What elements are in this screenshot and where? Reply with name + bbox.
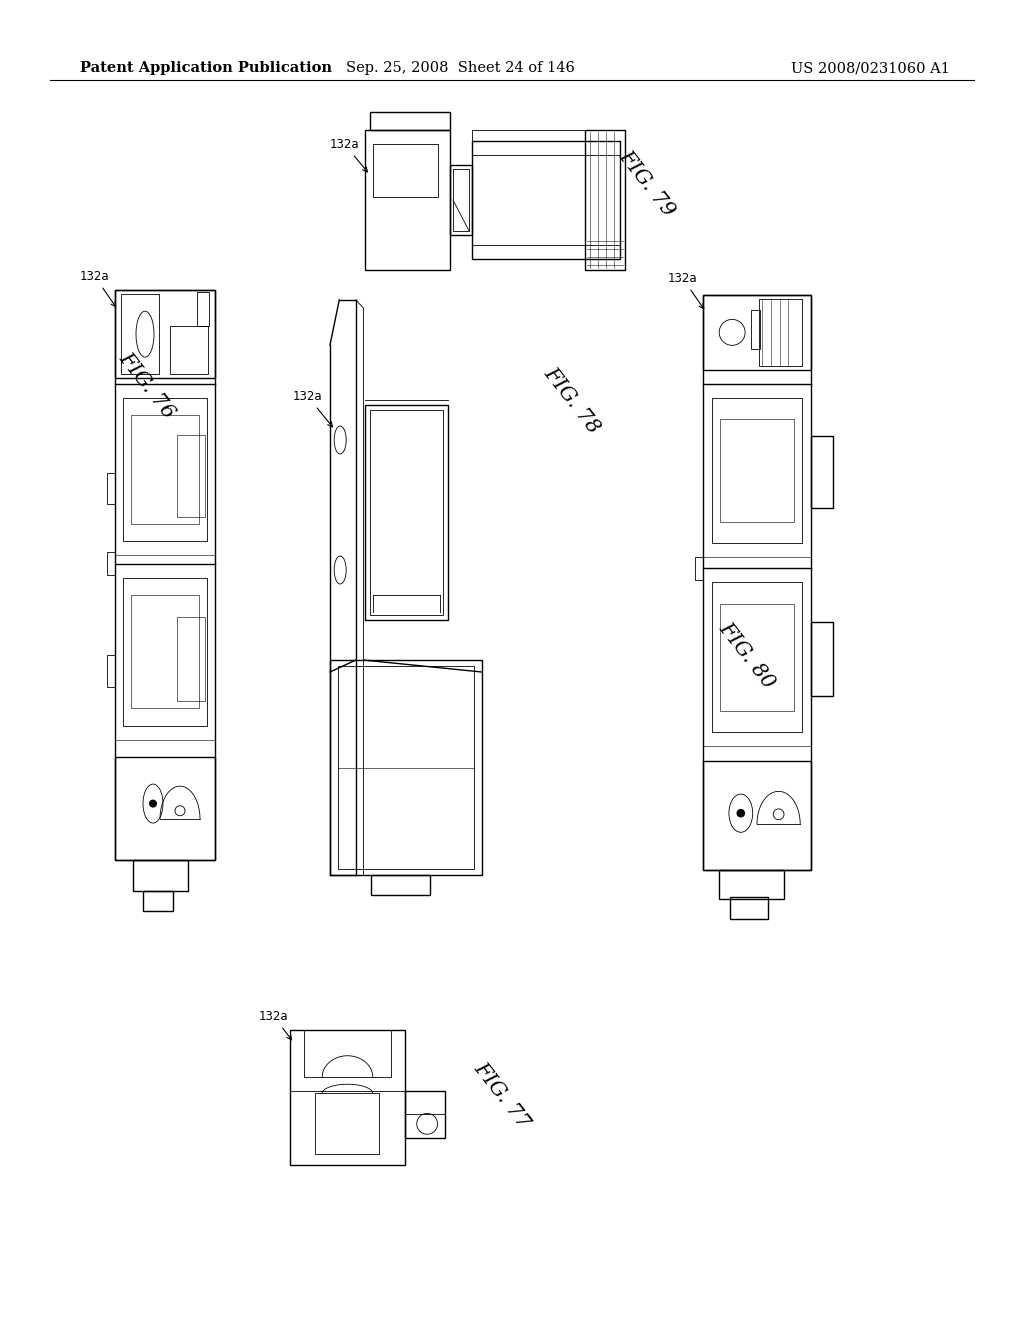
Bar: [712, 397, 803, 543]
Bar: [366, 405, 449, 620]
Bar: [703, 760, 811, 870]
Text: FIG. 79: FIG. 79: [615, 147, 678, 219]
Bar: [695, 557, 703, 579]
Bar: [315, 1093, 379, 1154]
Bar: [290, 1030, 406, 1166]
Bar: [115, 290, 215, 379]
Text: FIG. 77: FIG. 77: [470, 1059, 534, 1131]
Bar: [106, 656, 115, 688]
Bar: [719, 870, 784, 899]
Bar: [371, 875, 430, 895]
Bar: [751, 310, 760, 348]
Bar: [143, 891, 173, 911]
Bar: [330, 660, 481, 875]
Text: FIG. 78: FIG. 78: [540, 363, 603, 437]
Text: 132a: 132a: [80, 271, 116, 306]
Text: 132a: 132a: [330, 139, 368, 172]
Bar: [338, 667, 474, 869]
Bar: [177, 616, 205, 701]
Bar: [472, 141, 620, 259]
Bar: [703, 384, 811, 557]
Text: 132a: 132a: [259, 1010, 292, 1040]
Text: Sep. 25, 2008  Sheet 24 of 146: Sep. 25, 2008 Sheet 24 of 146: [345, 61, 574, 75]
Bar: [123, 578, 207, 726]
Bar: [365, 129, 450, 271]
Bar: [170, 326, 208, 375]
Text: US 2008/0231060 A1: US 2008/0231060 A1: [792, 61, 950, 75]
Bar: [115, 758, 215, 861]
Bar: [453, 169, 469, 231]
Bar: [121, 294, 159, 375]
Text: FIG. 76: FIG. 76: [115, 348, 178, 421]
Text: Patent Application Publication: Patent Application Publication: [80, 61, 332, 75]
Bar: [730, 898, 768, 919]
Bar: [115, 384, 215, 554]
Bar: [197, 292, 209, 326]
Bar: [450, 165, 472, 235]
Bar: [759, 300, 803, 366]
Bar: [703, 294, 811, 370]
Bar: [720, 603, 794, 710]
Bar: [703, 568, 811, 746]
Bar: [811, 622, 833, 697]
Bar: [106, 473, 115, 504]
Bar: [133, 861, 188, 891]
Bar: [373, 144, 438, 197]
Text: 132a: 132a: [668, 272, 703, 309]
Bar: [720, 418, 794, 523]
Bar: [712, 582, 803, 733]
Bar: [115, 564, 215, 741]
Bar: [131, 595, 199, 709]
Bar: [106, 552, 115, 576]
Text: FIG. 80: FIG. 80: [715, 618, 778, 692]
Bar: [115, 290, 215, 861]
Bar: [703, 294, 811, 870]
Bar: [304, 1030, 391, 1077]
Bar: [131, 414, 199, 524]
Bar: [406, 1090, 445, 1138]
Bar: [370, 411, 443, 615]
Circle shape: [736, 809, 745, 817]
Circle shape: [150, 800, 157, 808]
Bar: [370, 112, 450, 129]
Bar: [177, 436, 205, 517]
Bar: [811, 436, 833, 508]
Text: 132a: 132a: [293, 389, 333, 426]
Bar: [585, 129, 625, 271]
Bar: [123, 397, 207, 541]
